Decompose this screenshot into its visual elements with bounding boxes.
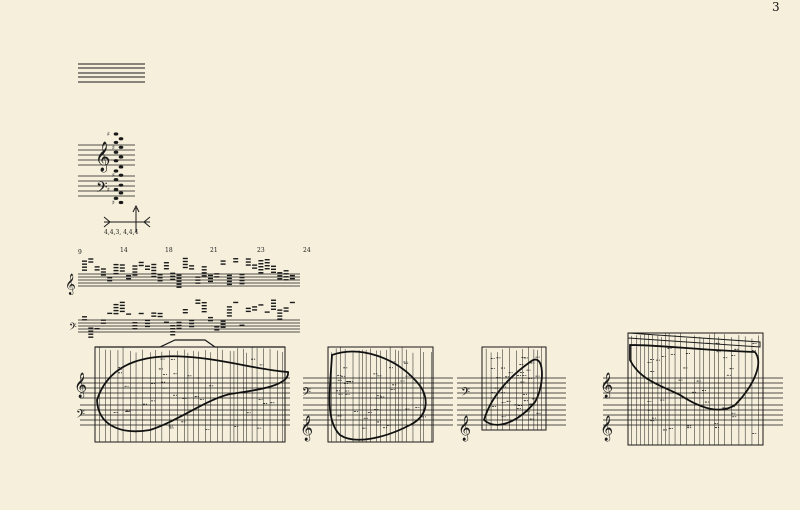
staff-fragment [78,63,145,83]
dynamics-legend: 4,4,3, 4,4,4 [103,204,151,236]
bass-clef-icon: 𝄢 [302,386,311,402]
measure-number: 14 [120,247,128,254]
treble-clef-icon: 𝄞 [300,415,313,441]
sound-mass-outline [328,350,427,441]
note-head [118,200,124,205]
treble-clef-icon: 𝄞 [74,372,87,398]
note-head [113,177,119,182]
graphic-system [80,346,290,443]
treble-clef-icon: 𝄞 [458,415,471,441]
treble-clef-icon: 𝄞 [95,141,110,173]
note-head [118,145,124,149]
beam-mark [627,332,761,348]
chord-block: 𝄞 𝄢 ♯♯♯♯♯♯ [78,131,135,206]
bass-clef-icon: 𝄢 [96,179,108,200]
sound-mass-outline [482,358,543,426]
accidental-mark: ♯ [107,131,110,138]
treble-clef-icon: 𝄞 [65,274,76,295]
accidental-mark: ♯ [112,144,115,151]
note-head [113,132,119,136]
note-head [113,169,119,173]
note-head [113,140,119,145]
note-head [118,155,124,159]
legend-numbers: 4,4,3, 4,4,4 [104,229,139,236]
graphic-system [303,346,453,443]
note-head [118,137,124,141]
sound-mass-outline [629,344,760,411]
graphic-system [603,332,783,446]
bass-clef-icon: 𝄢 [76,408,85,424]
note-head [118,191,124,195]
measure-number: 21 [210,247,218,254]
note-head [113,159,119,163]
treble-clef-icon: 𝄞 [600,372,613,398]
treble-clef-icon: 𝄞 [600,415,613,441]
graphic-system [457,346,566,431]
note-head [113,187,119,192]
note-head [113,196,119,200]
accidental-mark: ♯ [112,172,115,179]
measure-number: 23 [257,247,265,254]
measure-number: 9 [78,249,82,256]
beam-mark [95,339,285,348]
measure-number: 18 [165,247,173,254]
accidental-mark: ♯ [112,199,115,206]
accidental-mark: ♯ [107,158,110,165]
page-number: 3 [772,0,780,14]
bass-clef-icon: 𝄢 [69,321,77,335]
sound-mass-outline [96,355,289,433]
note-head [118,183,124,187]
measure-number: 24 [303,247,311,254]
note-head [113,150,119,154]
dense-passage: 9 14 18 21 23 24 𝄞 𝄢 [65,247,311,338]
accidental-mark: ♯ [107,187,110,194]
note-head [118,165,124,169]
note-head [118,173,124,177]
bass-clef-icon: 𝄢 [461,386,470,402]
